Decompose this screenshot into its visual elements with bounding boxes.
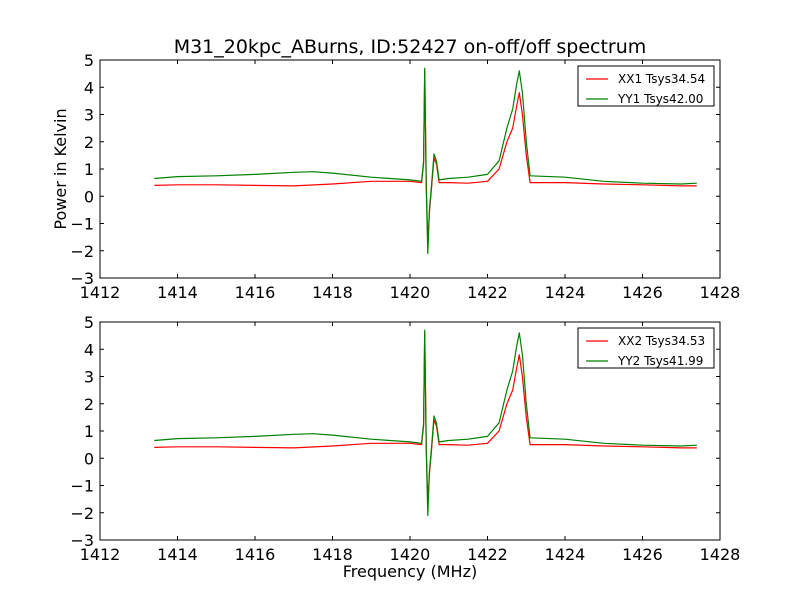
x-tick-label: 1428 [700, 545, 741, 564]
y-tick-label: 2 [84, 395, 94, 414]
x-axis-label: Frequency (MHz) [343, 562, 477, 581]
y-tick-label: −1 [70, 215, 94, 234]
y-tick-label: 4 [84, 78, 94, 97]
x-tick-label: 1422 [467, 283, 508, 302]
x-tick-label: 1424 [545, 545, 586, 564]
legend: XX2 Tsys34.53 YY2 Tsys41.99 [577, 327, 715, 369]
x-tick-label: 1418 [312, 283, 353, 302]
x-tick-label: 1414 [157, 545, 198, 564]
series-line-2 [154, 67, 697, 255]
y-tick-label: 3 [84, 368, 94, 387]
x-tick-label: 1428 [700, 283, 741, 302]
y-tick-label: 4 [84, 340, 94, 359]
x-tick-label: 1422 [467, 545, 508, 564]
y-tick-label: 0 [84, 187, 94, 206]
x-tick-label: 1420 [390, 283, 431, 302]
y-tick-label: 1 [84, 160, 94, 179]
y-tick-label: 0 [84, 449, 94, 468]
legend: XX1 Tsys34.54 YY1 Tsys42.00 [577, 65, 715, 107]
x-tick-label: 1418 [312, 545, 353, 564]
y-tick-label: −2 [70, 242, 94, 261]
legend-label: YY2 Tsys41.99 [617, 354, 703, 368]
x-tick-label: 1416 [235, 283, 276, 302]
y-tick-label: −3 [70, 269, 94, 288]
y-tick-label: 3 [84, 106, 94, 125]
bottom-panel: 1412 1414 1416 1418 1420 1422 1424 1426 1428−3−2… [70, 313, 740, 564]
y-axis-label: Power in Kelvin [51, 108, 70, 229]
y-tick-label: −3 [70, 531, 94, 550]
series-line-2 [154, 329, 697, 517]
x-tick-label: 1420 [390, 545, 431, 564]
chart-title: M31_20kpc_ABurns, ID:52427 on-off/off sp… [174, 36, 647, 58]
x-tick-label: 1412 [80, 283, 121, 302]
legend-label: XX2 Tsys34.53 [618, 334, 705, 348]
y-tick-label: 5 [84, 51, 94, 70]
x-tick-label: 1424 [545, 283, 586, 302]
y-tick-label: 2 [84, 133, 94, 152]
y-tick-label: −1 [70, 477, 94, 496]
x-tick-label: 1426 [622, 545, 663, 564]
top-panel: 1412 1414 1416 1418 1420 1422 1424 1426 1428−3−2… [70, 51, 740, 302]
legend-label: XX1 Tsys34.54 [618, 72, 705, 86]
legend-label: YY1 Tsys42.00 [617, 92, 703, 106]
y-tick-label: 5 [84, 313, 94, 332]
x-tick-label: 1426 [622, 283, 663, 302]
y-tick-label: 1 [84, 422, 94, 441]
y-tick-label: −2 [70, 504, 94, 523]
x-tick-label: 1414 [157, 283, 198, 302]
x-tick-label: 1416 [235, 545, 276, 564]
x-tick-label: 1412 [80, 545, 121, 564]
